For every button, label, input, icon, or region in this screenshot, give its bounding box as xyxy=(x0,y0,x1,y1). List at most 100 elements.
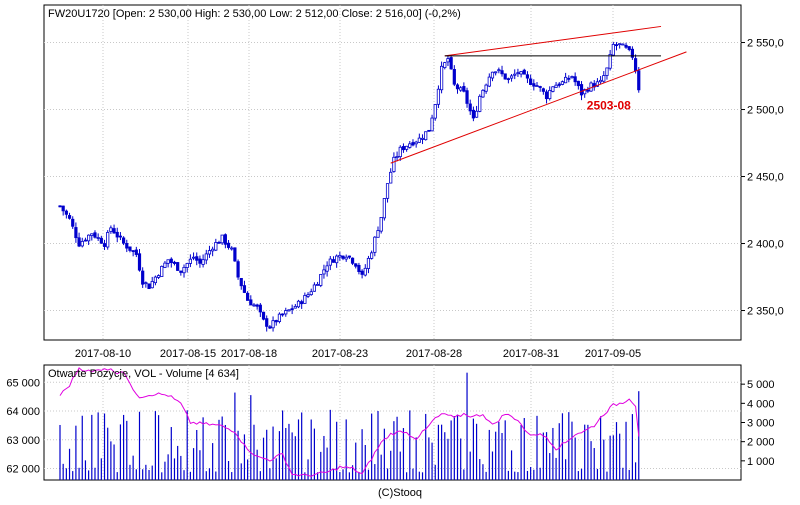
candle xyxy=(522,68,526,75)
candle-body xyxy=(335,255,339,264)
candle-body xyxy=(338,254,342,258)
candle-body xyxy=(280,313,285,316)
candle-body xyxy=(249,299,253,306)
candle xyxy=(570,75,574,79)
candle xyxy=(519,70,523,78)
candle-body xyxy=(271,320,275,329)
candle xyxy=(328,255,332,271)
candle-body xyxy=(147,283,151,290)
candle-body xyxy=(455,84,460,90)
candle xyxy=(182,264,186,278)
candle-body xyxy=(350,257,355,264)
candle xyxy=(382,198,386,221)
candle-body xyxy=(611,43,615,56)
price-plot-frame xyxy=(43,4,742,341)
candle xyxy=(90,233,94,241)
candle xyxy=(319,273,323,288)
candle xyxy=(255,303,259,310)
candle-body xyxy=(185,263,189,268)
candle xyxy=(217,240,221,244)
candle xyxy=(67,212,72,220)
candle xyxy=(497,67,501,74)
candle-body xyxy=(144,282,148,285)
candle-body xyxy=(118,235,123,238)
candle-body xyxy=(309,291,313,296)
candle xyxy=(268,325,272,329)
candle xyxy=(411,139,415,147)
candle-body xyxy=(242,285,247,293)
candle-body xyxy=(513,73,517,76)
candle-body xyxy=(474,110,479,118)
candle-body xyxy=(525,74,530,79)
candle xyxy=(579,81,584,101)
candle-body xyxy=(465,90,469,104)
oi-y-tick-label: 62 000 xyxy=(6,464,40,476)
candle xyxy=(274,319,278,326)
candle xyxy=(452,65,456,87)
candle-body xyxy=(436,88,441,105)
candle-body xyxy=(554,84,558,88)
candle xyxy=(341,255,345,261)
candle-body xyxy=(605,67,609,76)
candle xyxy=(360,269,364,279)
candle xyxy=(564,72,568,84)
trendline-annotation: 2503-08 xyxy=(587,99,631,113)
candle xyxy=(455,83,460,94)
candle xyxy=(296,299,301,309)
candle xyxy=(532,79,536,91)
candle xyxy=(204,249,208,265)
candle xyxy=(494,71,498,76)
candle xyxy=(99,235,103,244)
candle xyxy=(468,99,472,115)
candle xyxy=(408,141,412,149)
x-tick-label: 2017-08-18 xyxy=(221,348,277,360)
candle-body xyxy=(544,91,549,100)
candle xyxy=(605,67,609,80)
candle xyxy=(198,255,202,268)
candle-body xyxy=(583,89,587,95)
candle xyxy=(573,72,577,86)
candle xyxy=(459,86,463,92)
candle xyxy=(312,282,317,292)
candle xyxy=(71,216,75,229)
candle xyxy=(541,87,545,95)
candle-body xyxy=(198,258,202,264)
candle xyxy=(214,238,218,252)
x-tick-label: 2017-09-05 xyxy=(585,348,641,360)
candle-body xyxy=(630,48,635,58)
candle xyxy=(280,313,285,317)
candle-body xyxy=(74,227,78,239)
candle-body xyxy=(392,156,396,172)
candle-body xyxy=(538,86,542,88)
candle xyxy=(125,239,129,253)
candle xyxy=(427,129,431,132)
candle-body xyxy=(246,292,250,301)
candle-body xyxy=(156,275,161,278)
candle-body xyxy=(90,233,94,236)
candle-body xyxy=(99,237,103,244)
candle xyxy=(637,67,641,93)
candle xyxy=(586,86,590,94)
candle xyxy=(131,250,135,257)
candle-body xyxy=(439,65,444,91)
price-y-tick-label: 2 400,0 xyxy=(747,239,784,251)
candle-body xyxy=(411,142,415,146)
candle xyxy=(290,304,294,315)
candle xyxy=(271,316,275,332)
x-tick-label: 2017-08-23 xyxy=(312,348,368,360)
candle xyxy=(627,46,631,52)
candle xyxy=(115,227,119,243)
candle-body xyxy=(207,250,212,255)
candle-body xyxy=(179,270,183,273)
candle xyxy=(385,183,390,203)
candle xyxy=(287,309,291,312)
candle-body xyxy=(226,242,231,248)
candle-body xyxy=(328,258,332,266)
candle-body xyxy=(576,80,580,87)
candle-body xyxy=(287,309,291,312)
candle xyxy=(439,61,444,94)
candle-body xyxy=(341,255,345,259)
volume-y-tick-label: 4 000 xyxy=(747,398,775,410)
candle xyxy=(614,42,619,51)
